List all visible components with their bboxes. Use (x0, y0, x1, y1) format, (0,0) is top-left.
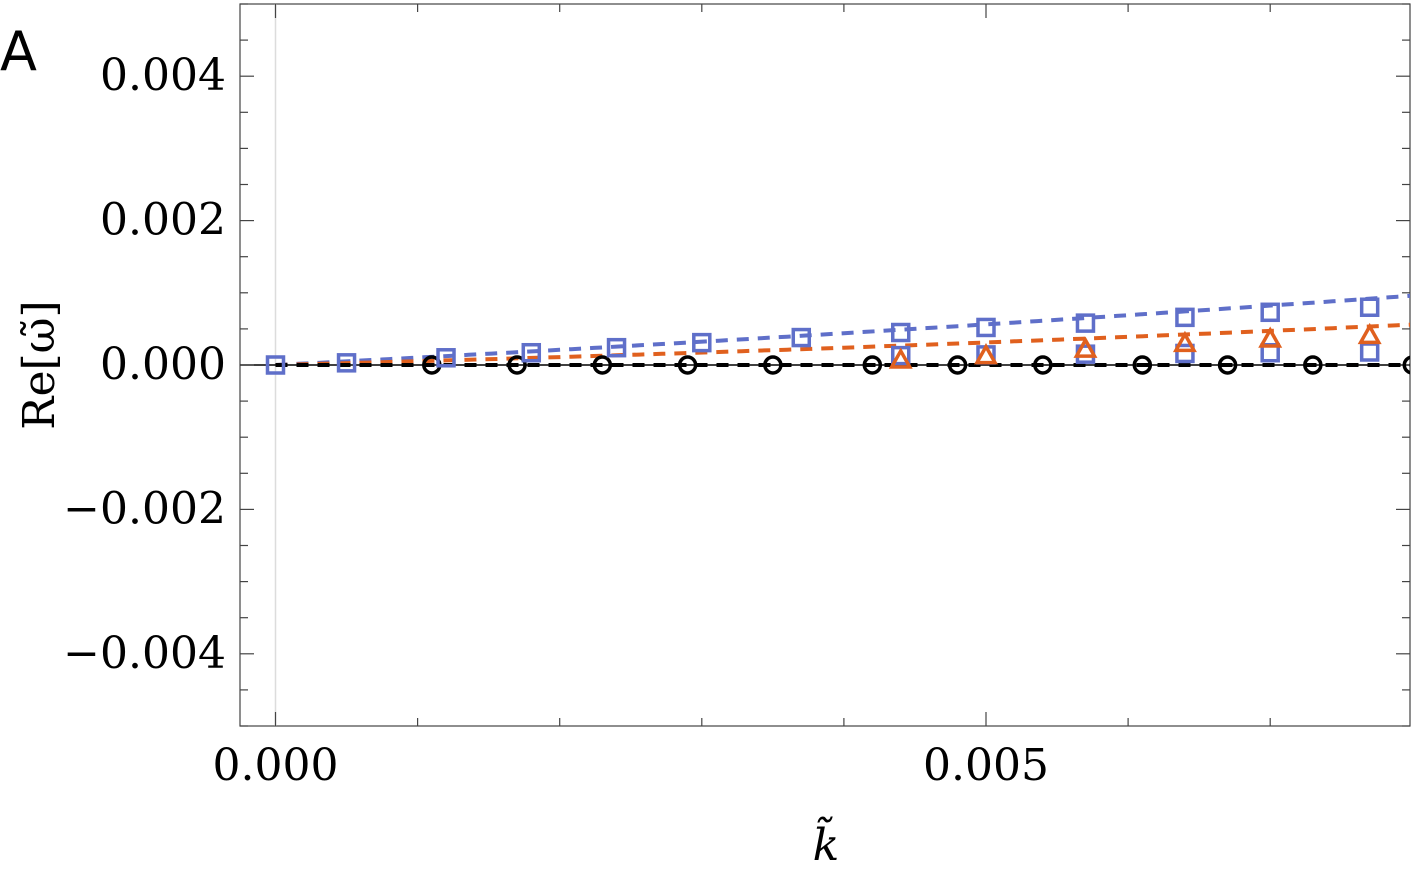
square-marker (1359, 297, 1380, 317)
circle-marker (507, 355, 527, 375)
circle-marker (1303, 355, 1323, 375)
square-marker (606, 337, 627, 358)
square-marker (1175, 307, 1195, 328)
triangle-marker (1258, 326, 1283, 348)
blue-fit-curve (275, 293, 1410, 367)
y-tick-label: −0.004 (63, 628, 226, 679)
circle-marker (592, 355, 613, 375)
tick-labels: 0.0000.0050.0100.0150.0040.0020.000−0.00… (63, 50, 1049, 791)
square-marker (1359, 342, 1380, 362)
square-marker (521, 342, 542, 363)
square-marker (1260, 302, 1280, 323)
x-axis-label: k̃ (813, 815, 840, 871)
square-marker (791, 327, 812, 348)
x-tick-label: 0.000 (213, 740, 339, 791)
y-tick-label: −0.002 (63, 483, 226, 534)
marker-group (265, 297, 1410, 375)
circle-marker (677, 355, 698, 375)
triangle-marker (888, 347, 913, 369)
square-marker (265, 355, 286, 375)
circle-marker (1132, 355, 1153, 375)
triangle-marker (1172, 330, 1197, 353)
circle-marker (1033, 355, 1053, 375)
square-marker (336, 353, 357, 373)
panel-label: A (0, 20, 37, 83)
circle-marker (862, 355, 883, 375)
circle-marker (1402, 355, 1410, 375)
y-tick-label: 0.002 (100, 195, 226, 246)
triangle-marker (1073, 336, 1098, 358)
circle-marker (1217, 355, 1238, 375)
circle-marker (763, 355, 783, 375)
y-axis-label: Re[ω̃] (14, 300, 65, 429)
circle-marker (947, 355, 968, 375)
square-marker (976, 317, 996, 338)
triangle-marker (1357, 322, 1382, 345)
square-marker (436, 348, 456, 368)
triangle-marker (974, 343, 998, 365)
orange-fit-curve (275, 322, 1410, 367)
fit-curve-group (275, 293, 1410, 367)
y-tick-label: 0.000 (100, 339, 226, 390)
square-marker (1175, 343, 1195, 364)
square-marker (1075, 313, 1096, 333)
fit-curves (275, 293, 1410, 367)
y-tick-label: 0.004 (100, 50, 226, 101)
data-points (265, 297, 1410, 375)
square-marker (890, 322, 911, 343)
x-tick-label: 0.005 (923, 740, 1049, 791)
square-marker (692, 332, 712, 353)
